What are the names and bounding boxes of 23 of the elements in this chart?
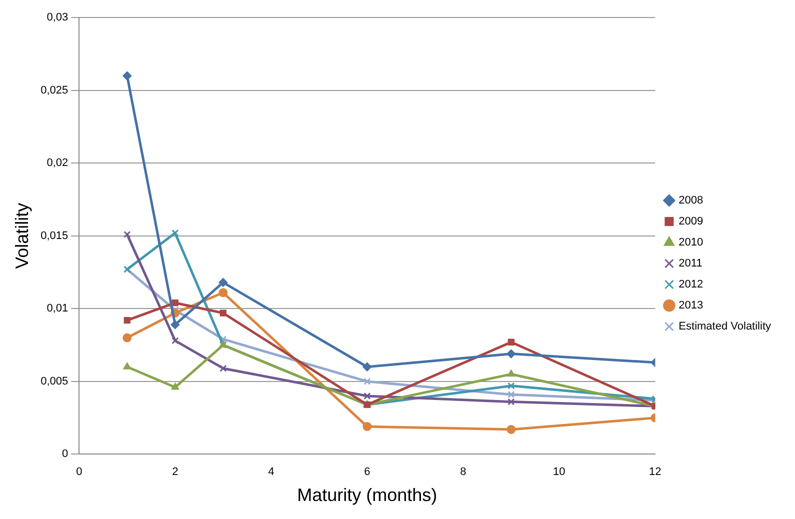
y-tick-label: 0,01	[46, 302, 68, 315]
x-tick-label: 0	[76, 466, 82, 478]
y-tick-label: 0,025	[40, 84, 68, 96]
legend-label: Estimated Volatility	[678, 320, 772, 333]
legend-label: 2012	[678, 278, 704, 291]
x-tick-label: 12	[649, 466, 662, 478]
legend-label: 2011	[678, 258, 702, 270]
x-tick-label: 8	[460, 466, 466, 478]
y-tick-label: 0,005	[40, 375, 68, 388]
y-axis-title: Volatility	[12, 202, 32, 269]
legend-label: 2009	[678, 216, 704, 228]
y-tick-label: 0	[62, 448, 68, 460]
legend-label: 2008	[678, 194, 704, 207]
x-tick-label: 10	[553, 466, 566, 478]
x-tick-label: 2	[172, 466, 178, 478]
y-tick-label: 0,015	[40, 230, 68, 242]
legend-label: 2013	[678, 300, 704, 312]
y-tick-label: 0,02	[46, 157, 68, 170]
x-axis-title: Maturity (months)	[297, 485, 438, 506]
x-tick-label: 6	[364, 466, 370, 478]
x-tick-label: 4	[268, 466, 274, 478]
y-tick-label: 0,03	[46, 12, 68, 24]
legend-label: 2010	[678, 236, 704, 249]
